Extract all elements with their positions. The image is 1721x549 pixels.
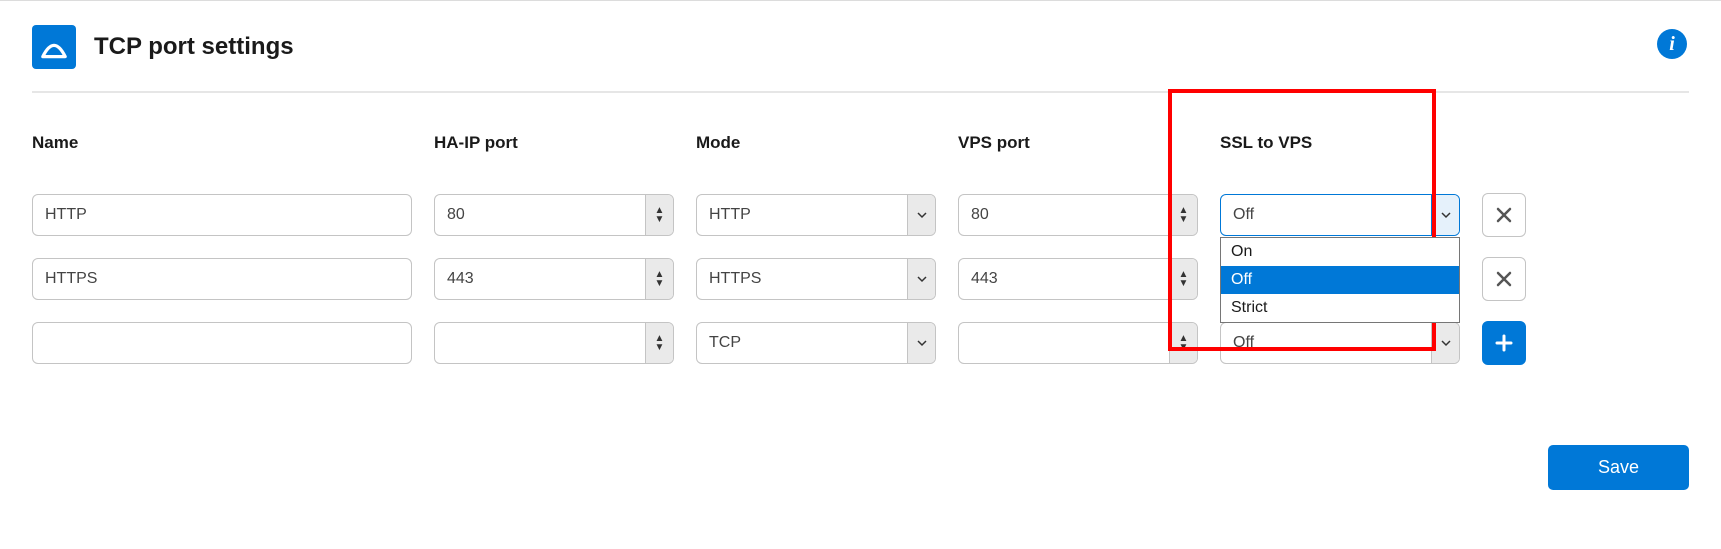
- remove-row-button[interactable]: [1482, 257, 1526, 301]
- save-button[interactable]: Save: [1548, 445, 1689, 490]
- mode-select[interactable]: [696, 194, 936, 236]
- remove-row-button[interactable]: [1482, 193, 1526, 237]
- app-logo-icon: [32, 25, 76, 69]
- chevron-down-icon[interactable]: [907, 323, 935, 363]
- chevron-down-icon[interactable]: [907, 259, 935, 299]
- chevron-down-icon[interactable]: [907, 195, 935, 235]
- ssl-option-strict[interactable]: Strict: [1221, 294, 1459, 322]
- vps-port-input[interactable]: [958, 194, 1198, 236]
- vps-port-input[interactable]: [958, 322, 1198, 364]
- ssl-select[interactable]: [1220, 322, 1460, 364]
- col-header-name: Name: [32, 133, 412, 153]
- page-header: TCP port settings i: [0, 1, 1721, 91]
- spinner-icon[interactable]: ▲▼: [1169, 323, 1197, 363]
- haip-port-input[interactable]: [434, 194, 674, 236]
- haip-port-input[interactable]: [434, 322, 674, 364]
- vps-port-input[interactable]: [958, 258, 1198, 300]
- spinner-icon[interactable]: ▲▼: [645, 195, 673, 235]
- spinner-icon[interactable]: ▲▼: [1169, 195, 1197, 235]
- settings-grid: Name HA-IP port Mode VPS port SSL to VPS…: [0, 93, 1721, 365]
- add-row-button[interactable]: [1482, 321, 1526, 365]
- info-icon[interactable]: i: [1657, 29, 1687, 59]
- port-row: ▲▼ ▲▼: [32, 193, 1689, 237]
- spinner-icon[interactable]: ▲▼: [645, 323, 673, 363]
- ssl-select[interactable]: [1220, 194, 1460, 236]
- ssl-option-on[interactable]: On: [1221, 238, 1459, 266]
- mode-select[interactable]: [696, 258, 936, 300]
- ssl-dropdown-menu: On Off Strict: [1220, 237, 1460, 323]
- name-input[interactable]: [32, 258, 412, 300]
- chevron-down-icon[interactable]: [1431, 195, 1459, 235]
- header-row: Name HA-IP port Mode VPS port SSL to VPS: [32, 133, 1689, 173]
- haip-port-input[interactable]: [434, 258, 674, 300]
- name-input[interactable]: [32, 194, 412, 236]
- page-title: TCP port settings: [94, 33, 294, 61]
- chevron-down-icon[interactable]: [1431, 323, 1459, 363]
- col-header-haip: HA-IP port: [434, 133, 674, 153]
- name-input[interactable]: [32, 322, 412, 364]
- ssl-option-off[interactable]: Off: [1221, 266, 1459, 294]
- mode-select[interactable]: [696, 322, 936, 364]
- col-header-ssl: SSL to VPS: [1220, 133, 1460, 153]
- spinner-icon[interactable]: ▲▼: [645, 259, 673, 299]
- col-header-mode: Mode: [696, 133, 936, 153]
- spinner-icon[interactable]: ▲▼: [1169, 259, 1197, 299]
- port-row: ▲▼ ▲▼: [32, 321, 1689, 365]
- footer: Save: [0, 385, 1721, 510]
- col-header-vps: VPS port: [958, 133, 1198, 153]
